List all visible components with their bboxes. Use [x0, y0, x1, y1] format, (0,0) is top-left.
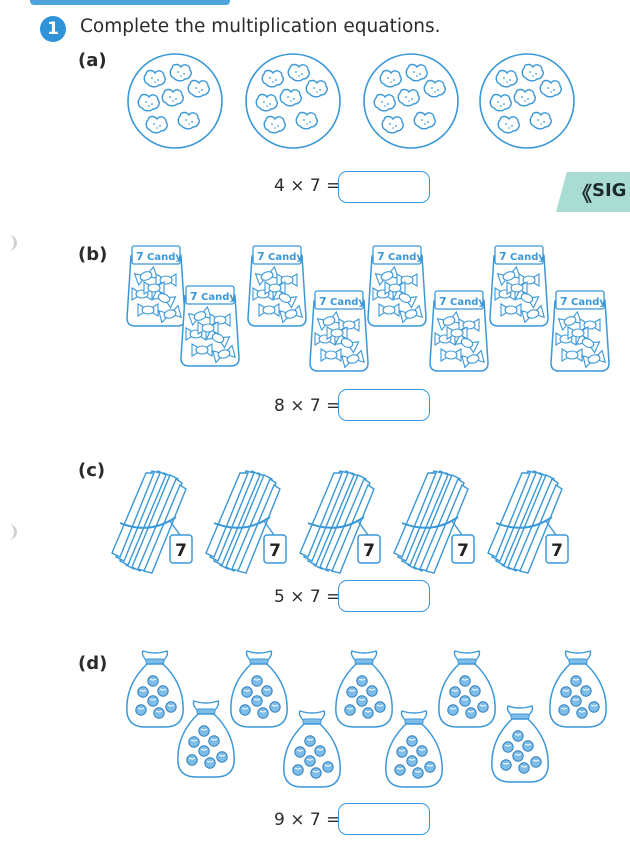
- factor-2: 7: [309, 587, 321, 607]
- part-label-d: (d): [78, 653, 108, 674]
- cookie-plate: [480, 54, 574, 148]
- candy-bag: [430, 291, 488, 371]
- stick-bundle: [111, 470, 193, 574]
- factor-2: 7: [309, 396, 321, 416]
- stick-bundle: [393, 470, 475, 574]
- candy-bag: [310, 291, 368, 371]
- equals-sign: =: [326, 587, 341, 607]
- marble-bag: [439, 651, 495, 727]
- factor-1: 9: [274, 810, 285, 830]
- stick-bundle: [205, 470, 287, 574]
- answer-box-c[interactable]: [338, 580, 430, 612]
- equals-sign: =: [326, 176, 341, 196]
- answer-box-a[interactable]: [338, 171, 430, 203]
- times-sign: ×: [290, 396, 305, 416]
- times-sign: ×: [290, 810, 305, 830]
- candy-bag: [368, 246, 426, 326]
- marble-bag: [336, 651, 392, 727]
- side-tab[interactable]: [556, 172, 630, 212]
- cookie-plate: [128, 54, 222, 148]
- stick-bundle: [299, 470, 381, 574]
- cookie-plate: [246, 54, 340, 148]
- candy-bag: [127, 246, 185, 326]
- candy-bag: [551, 291, 609, 371]
- answer-box-d[interactable]: [338, 803, 430, 835]
- part-label-c: (c): [78, 460, 106, 481]
- factor-1: 8: [274, 396, 285, 416]
- factor-1: 4: [274, 176, 285, 196]
- side-tab-label: SIG: [592, 180, 627, 201]
- equals-sign: =: [326, 810, 341, 830]
- times-sign: ×: [290, 587, 305, 607]
- marble-bag: [231, 651, 287, 727]
- factor-1: 5: [274, 587, 285, 607]
- stick-bundle: [487, 470, 569, 574]
- candy-bag: [248, 246, 306, 326]
- part-label-b: (b): [78, 244, 108, 265]
- equation-c: 5 × 7 =: [274, 587, 340, 607]
- candy-bag: [181, 286, 239, 366]
- candy-bag: [490, 246, 548, 326]
- equation-d: 9 × 7 =: [274, 810, 340, 830]
- marble-bag: [550, 651, 606, 727]
- page-top-bar: [30, 0, 230, 5]
- binder-mark: [6, 524, 17, 540]
- chevron-left-icon: 《: [572, 182, 592, 206]
- part-label-a: (a): [78, 50, 107, 71]
- binder-mark: [6, 235, 17, 251]
- factor-2: 7: [309, 810, 321, 830]
- equals-sign: =: [326, 396, 341, 416]
- marble-bag: [492, 706, 548, 782]
- marble-bag: [284, 711, 340, 787]
- cookie-plate: [364, 54, 458, 148]
- equation-b: 8 × 7 =: [274, 396, 340, 416]
- equation-a: 4 × 7 =: [274, 176, 340, 196]
- marble-bag: [386, 711, 442, 787]
- marble-bag: [178, 701, 234, 777]
- instruction-text: Complete the multiplication equations.: [80, 16, 441, 37]
- question-number-badge: 1: [40, 16, 66, 42]
- times-sign: ×: [290, 176, 305, 196]
- factor-2: 7: [309, 176, 321, 196]
- answer-box-b[interactable]: [338, 389, 430, 421]
- marble-bag: [127, 651, 183, 727]
